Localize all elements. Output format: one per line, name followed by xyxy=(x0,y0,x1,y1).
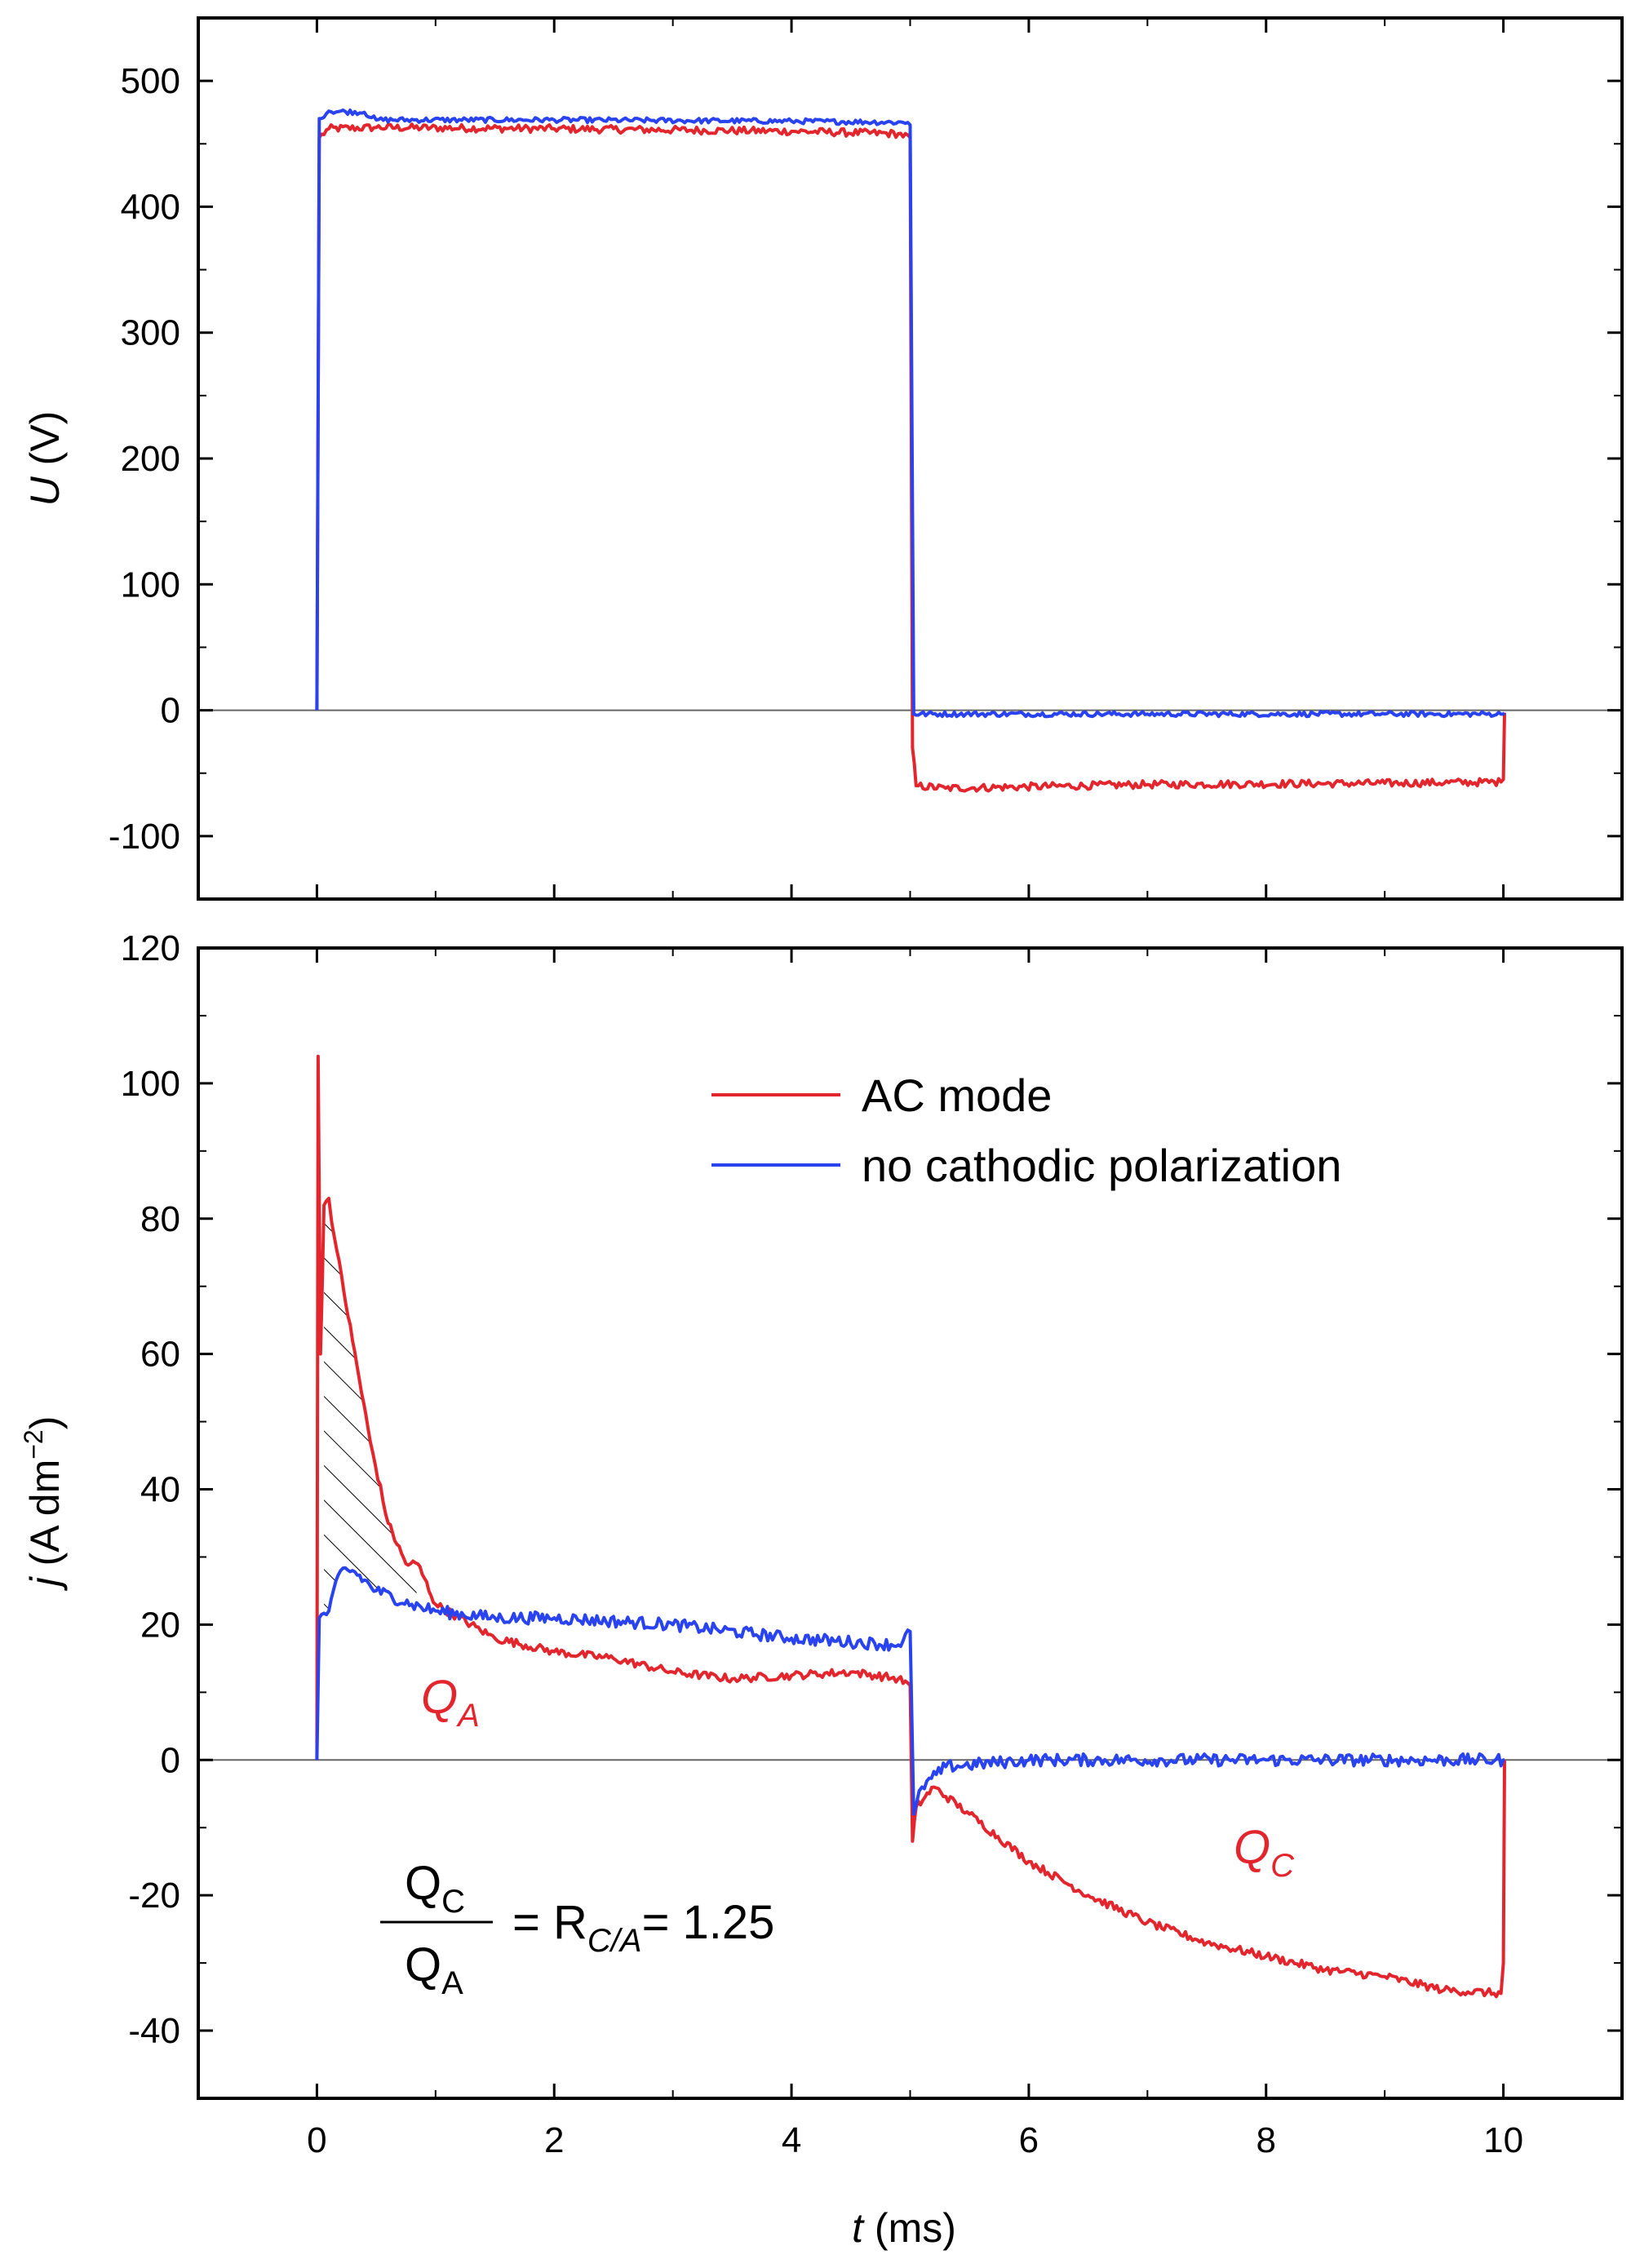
voltage-axis-title-symbol: U xyxy=(22,476,68,506)
current-axis-title-unit: (A dm xyxy=(22,1460,68,1577)
svg-text:QA: QA xyxy=(405,1938,463,2001)
svg-text:QC: QC xyxy=(405,1857,465,1920)
formula-denominator-sub: A xyxy=(441,1965,463,2001)
voltage-ytick-label-200: 200 xyxy=(121,439,180,479)
time-axis-title: t (ms) xyxy=(852,2205,956,2251)
voltage-series-group xyxy=(315,109,1506,793)
current-ytick-label-0: 0 xyxy=(161,1740,180,1780)
voltage-ytick-label-500: 500 xyxy=(121,61,180,101)
charge-ratio-formula: QC QA = RC/A= 1.25 xyxy=(380,1857,774,2001)
current-ytick-label-80: 80 xyxy=(140,1199,180,1239)
voltage-series-ac-mode xyxy=(315,122,1506,793)
voltage-ytick-label-400: 400 xyxy=(121,187,180,227)
annotation-q-a-sub: A xyxy=(456,1698,480,1734)
time-xtick-label-8: 8 xyxy=(1256,2120,1276,2160)
time-xtick-label-2: 2 xyxy=(544,2120,564,2160)
time-xtick-label-0: 0 xyxy=(307,2120,326,2160)
annotation-q-c-sub: C xyxy=(1270,1848,1295,1884)
current-density-panel: -40 -20 0 20 40 60 80 100 120 0 2 4 6 8 10 AC mode no … xyxy=(19,928,1624,2251)
voltage-ytick-label--100: -100 xyxy=(109,817,180,857)
current-ytick-label--20: -20 xyxy=(128,1876,180,1916)
svg-text:= RC/A= 1.25: = RC/A= 1.25 xyxy=(512,1896,774,1959)
formula-numerator-sub: C xyxy=(441,1884,465,1920)
current-series-ac-mode xyxy=(315,1054,1506,1999)
voltage-ytick-label-300: 300 xyxy=(121,313,180,353)
formula-denominator-main: Q xyxy=(405,1938,441,1991)
current-ytick-label--40: -40 xyxy=(128,2011,180,2051)
current-ytick-label-60: 60 xyxy=(140,1335,180,1375)
legend: AC mode no cathodic polarization xyxy=(711,1070,1341,1191)
current-axis-title: j (A dm−2) xyxy=(19,1416,68,1592)
voltage-series-no-cathodic-polarization xyxy=(315,109,1506,719)
current-ytick-label-20: 20 xyxy=(140,1605,180,1645)
time-xtick-label-10: 10 xyxy=(1483,2120,1523,2160)
hatched-charge-difference-area xyxy=(324,1198,417,1615)
current-series-no-cathodic-polarization xyxy=(315,1566,1505,1816)
formula-r-sub: C/A xyxy=(587,1923,642,1959)
voltage-axis-title: U (V) xyxy=(22,411,68,507)
time-xtick-label-4: 4 xyxy=(782,2120,801,2160)
voltage-ticks: -100 0 100 200 300 400 500 xyxy=(109,18,1622,899)
time-axis-title-symbol: t xyxy=(852,2205,865,2251)
voltage-panel: -100 0 100 200 300 400 500 U (V) xyxy=(22,16,1624,901)
formula-numerator-main: Q xyxy=(405,1857,441,1910)
formula-equals-r: = R xyxy=(512,1896,587,1949)
voltage-ytick-label-0: 0 xyxy=(161,691,180,731)
current-ytick-label-40: 40 xyxy=(140,1470,180,1510)
time-xtick-label-6: 6 xyxy=(1019,2120,1039,2160)
current-series-group xyxy=(315,1054,1506,1999)
current-ytick-label-120: 120 xyxy=(121,928,180,968)
annotation-q-c-main: Q xyxy=(1234,1821,1270,1874)
current-axis-title-superscript: −2 xyxy=(19,1429,48,1459)
current-ytick-label-100: 100 xyxy=(121,1064,180,1104)
time-axis-title-unit: (ms) xyxy=(863,2205,956,2251)
current-ticks: -40 -20 0 20 40 60 80 100 120 0 2 4 6 8 10 xyxy=(121,928,1622,2160)
annotation-q-a: QA xyxy=(421,1671,480,1734)
annotation-q-a-main: Q xyxy=(421,1671,458,1724)
formula-value: = 1.25 xyxy=(642,1896,775,1949)
annotation-q-c: QC xyxy=(1234,1821,1295,1884)
legend-label-no-cathodic-polarization: no cathodic polarization xyxy=(862,1140,1341,1191)
voltage-ytick-label-100: 100 xyxy=(121,565,180,605)
legend-label-ac-mode: AC mode xyxy=(862,1070,1052,1121)
current-axis-title-close: ) xyxy=(22,1416,68,1430)
voltage-axis-title-unit: (V) xyxy=(22,411,68,477)
